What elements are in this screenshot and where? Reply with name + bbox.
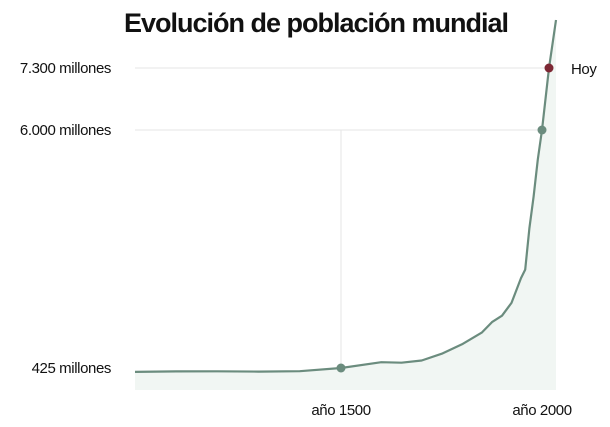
marker-layer — [336, 63, 554, 373]
x-tick-label: año 1500 — [311, 402, 370, 419]
y-tick-label: 425 millones — [32, 360, 111, 377]
series-area — [135, 20, 556, 390]
data-point-marker — [537, 125, 547, 135]
data-point-marker — [336, 363, 346, 373]
y-tick-label: 6.000 millones — [20, 122, 111, 139]
today-label: Hoy — [571, 61, 597, 78]
y-tick-label: 7.300 millones — [20, 60, 111, 77]
x-tick-label: año 2000 — [512, 402, 571, 419]
series-line — [134, 19, 558, 373]
today-marker — [544, 63, 554, 73]
label-layer: 425 millones 6.000 millones 7.300 millones… — [20, 60, 598, 419]
chart-title: Evolución de población mundial — [124, 8, 509, 38]
